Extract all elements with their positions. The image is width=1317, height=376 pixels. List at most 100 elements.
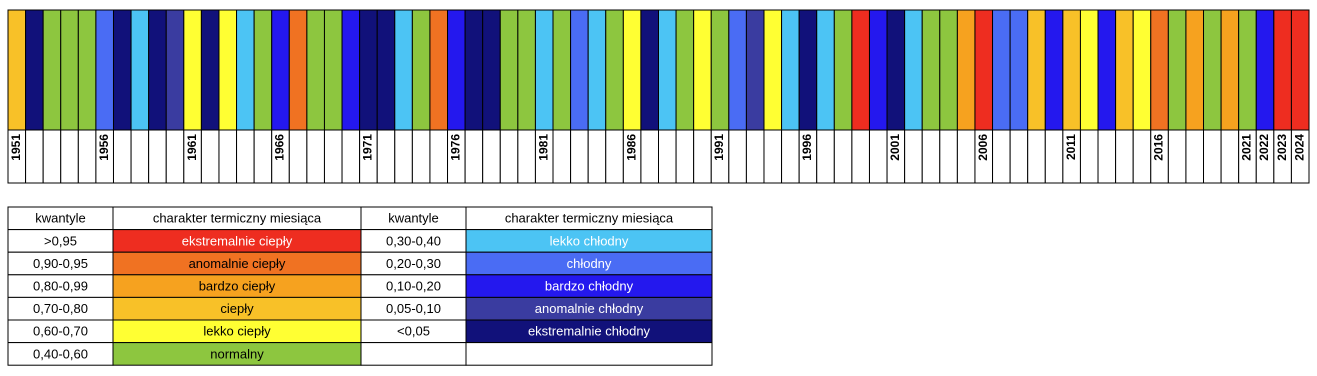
year-label: 1981 (536, 134, 550, 161)
year-cell (851, 129, 870, 184)
stripe (710, 9, 730, 131)
year-cell (42, 129, 62, 184)
year-cell (236, 129, 255, 184)
year-cell (763, 129, 783, 184)
stripe (359, 9, 378, 131)
stripe (833, 9, 853, 131)
year-cell (288, 129, 308, 184)
year-label: 2011 (1064, 134, 1078, 160)
quantile: 0,10-0,20 (386, 279, 441, 294)
stripe (1132, 9, 1152, 131)
quantile: 0,70-0,80 (33, 301, 88, 316)
stripe (148, 9, 167, 131)
stripe (1097, 9, 1117, 131)
year-cell (77, 129, 97, 184)
stripe (183, 9, 202, 131)
year-cell (1220, 129, 1240, 184)
stripe (622, 9, 642, 131)
class-label: ciepły (220, 301, 254, 316)
year-cell (464, 129, 484, 184)
stripe (1238, 9, 1257, 131)
stripe (1079, 9, 1099, 131)
year-cell (1097, 129, 1117, 184)
stripe (77, 9, 97, 131)
year-label: 2001 (888, 134, 902, 161)
header-text: kwantyle (35, 211, 86, 226)
stripe (868, 9, 888, 131)
year-cell (306, 129, 325, 184)
header-text: charakter termiczny miesiąca (505, 211, 674, 226)
stripe (236, 9, 255, 131)
stripe (675, 9, 695, 131)
stripe (517, 9, 536, 131)
class-label: bardzo chłodny (545, 279, 634, 294)
class-label: lekko ciepły (203, 324, 271, 339)
stripe (447, 9, 466, 131)
stripe (112, 9, 132, 131)
year-cell (1290, 129, 1310, 184)
stripe (781, 9, 800, 131)
stripe (816, 9, 835, 131)
class-label: chłodny (567, 256, 612, 271)
year-label: 2023 (1275, 134, 1289, 161)
year-cell (517, 129, 536, 184)
stripe (429, 9, 449, 131)
stripe (200, 9, 220, 131)
year-cell (1185, 129, 1205, 184)
stripe (499, 9, 519, 131)
quantile: 0,80-0,99 (33, 279, 88, 294)
year-label: 2024 (1292, 134, 1306, 161)
class-label: lekko chłodny (550, 233, 629, 248)
year-label: 1991 (712, 134, 726, 161)
stripe (605, 9, 624, 131)
stripe (1009, 9, 1029, 131)
stripe (534, 9, 554, 131)
stripe (1167, 9, 1187, 131)
year-label: 1956 (97, 134, 111, 161)
stripe (1044, 9, 1064, 131)
year-cell (499, 129, 519, 184)
stripe (640, 9, 660, 131)
year-cell (675, 129, 695, 184)
stripe (1290, 9, 1310, 131)
year-cell (781, 129, 800, 184)
stripe (921, 9, 941, 131)
stripe (464, 9, 484, 131)
stripe (323, 9, 343, 131)
header-text: charakter termiczny miesiąca (153, 211, 322, 226)
year-cell (394, 129, 413, 184)
year-label: 1961 (185, 134, 199, 161)
stripe (763, 9, 783, 131)
year-label: 2016 (1152, 134, 1166, 161)
year-cell (1009, 129, 1029, 184)
stripe (1062, 9, 1081, 131)
stripe (288, 9, 308, 131)
year-cell (605, 129, 624, 184)
year-cell (1079, 129, 1099, 184)
quantile: 0,40-0,60 (33, 346, 88, 361)
year-cell (552, 129, 572, 184)
year-cell (411, 129, 431, 184)
year-label: 1971 (361, 134, 375, 161)
year-cell (1203, 129, 1222, 184)
stripe (376, 9, 396, 131)
stripe (60, 9, 79, 131)
stripe (130, 9, 150, 131)
stripe (25, 9, 44, 131)
year-cell (112, 129, 132, 184)
stripe (745, 9, 765, 131)
year-cell (1044, 129, 1064, 184)
year-cell (587, 129, 607, 184)
stripe (482, 9, 501, 131)
year-cell (148, 129, 167, 184)
stripe (271, 9, 290, 131)
year-cell (868, 129, 888, 184)
class-label: normalny (210, 346, 264, 361)
stripe (218, 9, 238, 131)
year-cell (482, 129, 501, 184)
year-cell (640, 129, 660, 184)
year-label: 1951 (9, 134, 23, 161)
stripe (974, 9, 994, 131)
stripe (693, 9, 712, 131)
